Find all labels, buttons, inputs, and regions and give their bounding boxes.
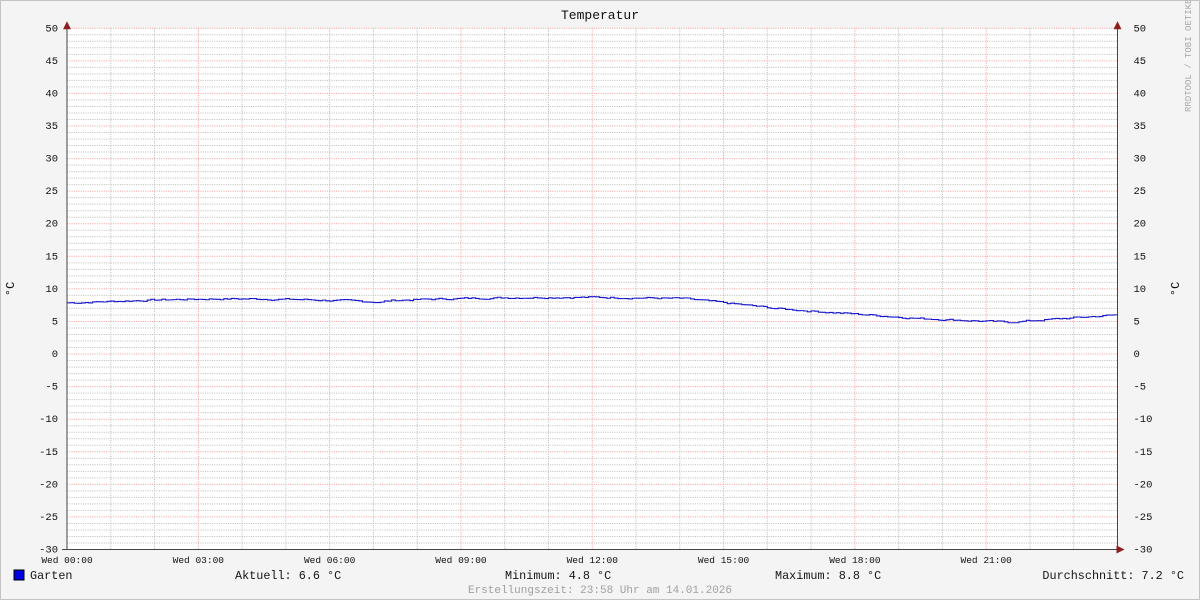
- svg-text:30: 30: [45, 154, 58, 166]
- svg-text:Erstellungszeit: 23:58 Uhr am: Erstellungszeit: 23:58 Uhr am 14.01.2026: [468, 585, 732, 597]
- svg-text:-5: -5: [45, 382, 58, 394]
- svg-text:45: 45: [1134, 56, 1147, 68]
- svg-text:35: 35: [45, 121, 58, 133]
- svg-text:0: 0: [52, 349, 58, 361]
- svg-text:-25: -25: [39, 512, 58, 524]
- svg-text:-25: -25: [1134, 512, 1153, 524]
- svg-text:Wed 09:00: Wed 09:00: [435, 555, 487, 566]
- svg-text:45: 45: [45, 56, 58, 68]
- svg-text:30: 30: [1134, 154, 1147, 166]
- svg-text:Temperatur: Temperatur: [561, 8, 639, 23]
- svg-text:Wed 06:00: Wed 06:00: [304, 555, 356, 566]
- svg-text:0: 0: [1134, 349, 1140, 361]
- svg-text:10: 10: [1134, 284, 1147, 296]
- svg-text:Wed 18:00: Wed 18:00: [829, 555, 881, 566]
- svg-text:Aktuell: 6.6 °C: Aktuell: 6.6 °C: [235, 569, 341, 583]
- svg-text:15: 15: [45, 251, 58, 263]
- svg-text:50: 50: [45, 23, 58, 35]
- svg-text:50: 50: [1134, 23, 1147, 35]
- svg-text:20: 20: [45, 219, 58, 231]
- svg-text:-10: -10: [39, 414, 58, 426]
- svg-text:-20: -20: [1134, 479, 1153, 491]
- svg-text:°C: °C: [1169, 282, 1183, 296]
- svg-text:-30: -30: [1134, 545, 1153, 557]
- svg-text:5: 5: [1134, 316, 1140, 328]
- svg-text:25: 25: [45, 186, 58, 198]
- svg-text:15: 15: [1134, 251, 1147, 263]
- svg-text:-20: -20: [39, 479, 58, 491]
- svg-text:Wed 15:00: Wed 15:00: [698, 555, 750, 566]
- svg-text:Minimum: 4.8 °C: Minimum: 4.8 °C: [505, 569, 611, 583]
- svg-text:-10: -10: [1134, 414, 1153, 426]
- svg-text:5: 5: [52, 316, 58, 328]
- svg-text:35: 35: [1134, 121, 1147, 133]
- svg-text:Garten: Garten: [30, 569, 72, 583]
- svg-text:40: 40: [45, 88, 58, 100]
- svg-text:40: 40: [1134, 88, 1147, 100]
- svg-text:25: 25: [1134, 186, 1147, 198]
- svg-text:-15: -15: [1134, 447, 1153, 459]
- svg-text:Maximum: 8.8 °C: Maximum: 8.8 °C: [775, 569, 881, 583]
- svg-text:10: 10: [45, 284, 58, 296]
- svg-text:°C: °C: [4, 282, 18, 296]
- svg-text:Wed 03:00: Wed 03:00: [173, 555, 225, 566]
- svg-text:20: 20: [1134, 219, 1147, 231]
- svg-text:-5: -5: [1134, 382, 1147, 394]
- svg-text:-15: -15: [39, 447, 58, 459]
- svg-text:Wed 21:00: Wed 21:00: [961, 555, 1013, 566]
- svg-text:Wed 12:00: Wed 12:00: [567, 555, 619, 566]
- svg-text:Wed 00:00: Wed 00:00: [41, 555, 93, 566]
- svg-text:Durchschnitt: 7.2 °C: Durchschnitt: 7.2 °C: [1042, 569, 1184, 583]
- svg-text:RRDTOOL / TOBI OETIKER: RRDTOOL / TOBI OETIKER: [1184, 0, 1194, 112]
